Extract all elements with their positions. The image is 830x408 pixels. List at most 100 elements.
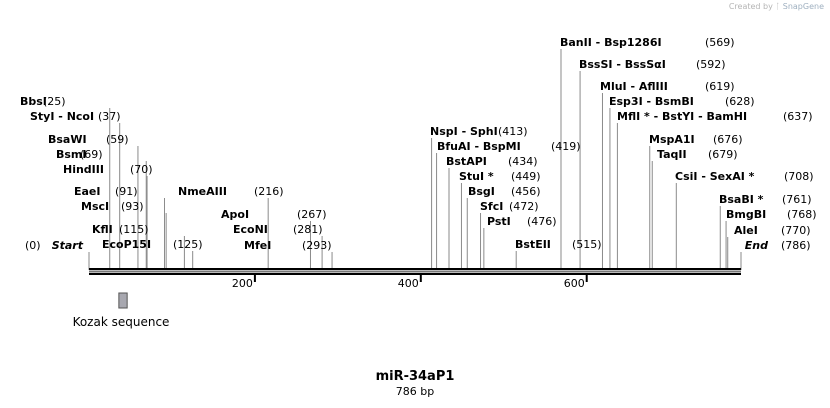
enzyme-name: BsaWI	[48, 133, 87, 146]
enzyme-name: Bsp1286I	[604, 36, 662, 49]
enzyme-name: AflIII	[639, 80, 668, 93]
site-label-708: CsiI - SexAI *	[675, 170, 755, 183]
site-separator: -	[697, 170, 709, 183]
site-separator: -	[643, 95, 655, 108]
enzyme-name: ApoI	[221, 208, 249, 221]
site-separator: -	[627, 80, 639, 93]
site-position-37: (37)	[98, 110, 121, 123]
site-label-70: HindIII	[63, 163, 104, 176]
site-label-93: MscI	[81, 200, 109, 213]
enzyme-name: BssSI	[579, 58, 613, 71]
enzyme-name: EcoP15I	[102, 238, 151, 251]
site-position-569: (569)	[705, 36, 735, 49]
site-label-37: StyI - NcoI	[30, 110, 94, 123]
enzyme-name: EcoNI	[233, 223, 268, 236]
credit-brand: SnapGene	[782, 2, 824, 11]
kozak-feature-box	[118, 292, 128, 309]
map-title: miR-34aP1	[375, 369, 455, 384]
site-label-628: Esp3I - BsmBI	[609, 95, 694, 108]
site-position-770: (770)	[781, 224, 811, 237]
site-label-619: MluI - AflIII	[600, 80, 668, 93]
enzyme-name: BbsI	[20, 95, 47, 108]
enzyme-name: NcoI	[67, 110, 94, 123]
site-label-472: SfcI	[480, 200, 503, 213]
site-position-93: (93)	[121, 200, 144, 213]
snapgene-logo-icon: ᛙ	[775, 2, 781, 11]
enzyme-name: BstYI	[662, 110, 694, 123]
enzyme-name: NmeAIII	[178, 185, 227, 198]
site-position-70: (70)	[130, 163, 153, 176]
enzyme-name: PstI	[487, 215, 511, 228]
site-label-115: KflI	[92, 223, 113, 236]
site-label-592: BssSI - BssSαI	[579, 58, 666, 71]
site-separator: -	[613, 58, 625, 71]
enzyme-name: BamHI	[707, 110, 748, 123]
site-label-637: MflI * - BstYI - BamHI	[617, 110, 747, 123]
enzyme-name: MscI	[81, 200, 109, 213]
site-position-115: (115)	[119, 223, 149, 236]
enzyme-name: SfcI	[480, 200, 503, 213]
site-label-569: BanII - Bsp1286I	[560, 36, 662, 49]
enzyme-name: CsiI	[675, 170, 697, 183]
site-separator: -	[458, 125, 470, 138]
enzyme-name: BsaBI *	[719, 193, 764, 206]
site-position-419: (419)	[551, 140, 581, 153]
enzyme-name: SphI	[470, 125, 498, 138]
site-label-59: BsaWI	[48, 133, 87, 146]
kozak-feature-label: Kozak sequence	[73, 315, 170, 329]
enzyme-name: EaeI	[74, 185, 101, 198]
site-label-761: BsaBI *	[719, 193, 764, 206]
enzyme-name: BspMI	[483, 140, 521, 153]
start-label: Start	[52, 239, 84, 252]
site-label-125: EcoP15I	[102, 238, 151, 251]
snapgene-credit: Created by ᛙ SnapGene	[729, 2, 824, 11]
enzyme-name: BssSαI	[625, 58, 666, 71]
site-label-216: NmeAIII	[178, 185, 227, 198]
site-position-515: (515)	[572, 238, 602, 251]
site-label-676: MspA1I	[649, 133, 695, 146]
site-position-293: (293)	[302, 239, 332, 252]
enzyme-name: SexAI *	[710, 170, 755, 183]
enzyme-name: HindIII	[63, 163, 104, 176]
site-position-619: (619)	[705, 80, 735, 93]
enzyme-name: MfeI	[244, 239, 271, 252]
site-label-281: EcoNI	[233, 223, 268, 236]
enzyme-name: BfuAI	[437, 140, 471, 153]
enzyme-name: StyI	[30, 110, 54, 123]
site-position-628: (628)	[725, 95, 755, 108]
site-label-434: BstAPI	[446, 155, 487, 168]
enzyme-name: BsmI	[56, 148, 87, 161]
site-separator: -	[650, 110, 662, 123]
enzyme-name: MspA1I	[649, 133, 695, 146]
end-position: (786)	[781, 239, 811, 252]
site-position-676: (676)	[713, 133, 743, 146]
enzyme-name: BsgI	[468, 185, 495, 198]
site-position-592: (592)	[696, 58, 726, 71]
tick-label-200: 200	[232, 277, 253, 290]
site-label-69: BsmI	[56, 148, 87, 161]
site-label-25: BbsI	[20, 95, 47, 108]
site-label-515: BstEII	[515, 238, 551, 251]
site-label-267: ApoI	[221, 208, 249, 221]
sequence-length: 786 bp	[395, 385, 435, 398]
end-label: End	[745, 239, 768, 252]
site-position-434: (434)	[508, 155, 538, 168]
site-position-761: (761)	[782, 193, 812, 206]
enzyme-name: Esp3I	[609, 95, 643, 108]
site-position-25: (25)	[43, 95, 66, 108]
enzyme-name: MluI	[600, 80, 627, 93]
site-label-413: NspI - SphI	[430, 125, 498, 138]
site-position-679: (679)	[708, 148, 738, 161]
site-label-768: BmgBI	[726, 208, 766, 221]
site-position-267: (267)	[297, 208, 327, 221]
site-position-216: (216)	[254, 185, 284, 198]
site-separator: -	[471, 140, 483, 153]
enzyme-name: KflI	[92, 223, 113, 236]
site-separator: -	[592, 36, 604, 49]
enzyme-name: BstEII	[515, 238, 551, 251]
site-separator: -	[694, 110, 706, 123]
enzyme-name: BstAPI	[446, 155, 487, 168]
enzyme-name: NspI	[430, 125, 458, 138]
start-position: (0)	[25, 239, 41, 252]
